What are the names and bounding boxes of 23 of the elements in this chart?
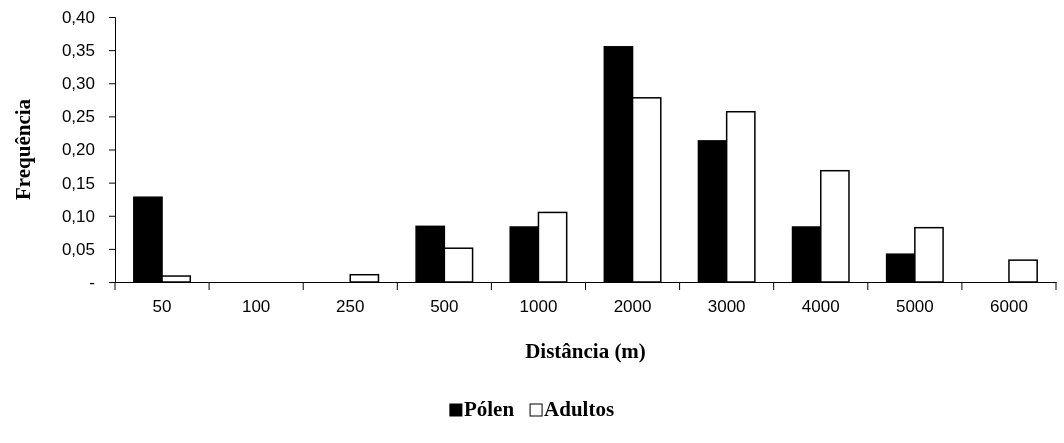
y-tick-label: 0,10 <box>61 206 95 226</box>
y-tick-label: 0,05 <box>61 239 95 259</box>
x-tick-label: 2000 <box>613 297 652 317</box>
x-tick-label: 3000 <box>707 297 746 317</box>
y-tick-label: 0,20 <box>61 140 95 160</box>
y-tick-label: - <box>89 272 95 292</box>
x-tick-label: 250 <box>336 297 365 317</box>
x-tick-label: 4000 <box>801 297 840 317</box>
x-tick-label: 1000 <box>519 297 558 317</box>
y-tick-label: 0,40 <box>61 7 95 27</box>
legend-label: Pólen <box>463 397 515 421</box>
x-tick-label: 6000 <box>990 297 1028 317</box>
y-tick-label: 0,15 <box>61 173 95 193</box>
y-axis-title: Frequência <box>11 98 35 201</box>
y-tick-label: 0,30 <box>61 74 95 94</box>
y-tick-label: 0,25 <box>61 107 95 127</box>
legend-label: Adultos <box>544 397 615 421</box>
y-tick-label: 0,35 <box>61 41 95 61</box>
x-axis-title: Distância (m) <box>525 339 646 363</box>
x-tick-label: 500 <box>430 297 459 317</box>
x-tick-label: 100 <box>241 297 271 317</box>
x-tick-label: 50 <box>152 297 172 317</box>
x-tick-label: 5000 <box>895 297 934 317</box>
